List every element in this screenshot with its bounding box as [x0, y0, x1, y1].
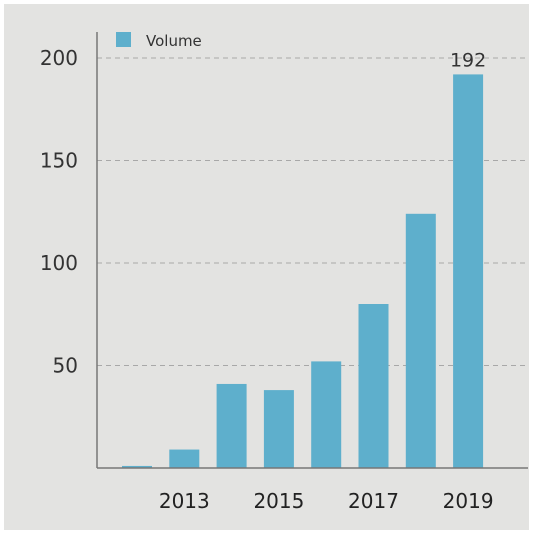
legend: Volume [116, 32, 202, 50]
bar-2018 [405, 213, 436, 468]
legend-swatch [116, 32, 131, 47]
y-tick-label: 150 [40, 149, 78, 173]
y-tick-label: 50 [53, 354, 78, 378]
x-tick-label: 2015 [253, 489, 304, 513]
data-label-2019: 192 [450, 49, 486, 71]
bar-2014 [216, 383, 247, 468]
bar-2015 [263, 390, 294, 468]
bar-2017 [358, 304, 389, 468]
y-tick-labels: 50 100 150 200 [40, 46, 78, 378]
bar-2013 [169, 449, 200, 468]
x-tick-label: 2019 [443, 489, 494, 513]
bars [122, 74, 484, 469]
bar-2016 [311, 361, 342, 468]
y-tick-label: 100 [40, 251, 78, 275]
x-tick-label: 2013 [159, 489, 210, 513]
bar-2012 [122, 465, 152, 468]
bar-2019 [453, 74, 484, 469]
y-tick-label: 200 [40, 46, 78, 70]
x-tick-label: 2017 [348, 489, 399, 513]
x-tick-labels: 2013 2015 2017 2019 [159, 489, 494, 513]
axes [96, 32, 528, 469]
data-labels: 192 [450, 49, 486, 71]
legend-label: Volume [146, 32, 202, 50]
